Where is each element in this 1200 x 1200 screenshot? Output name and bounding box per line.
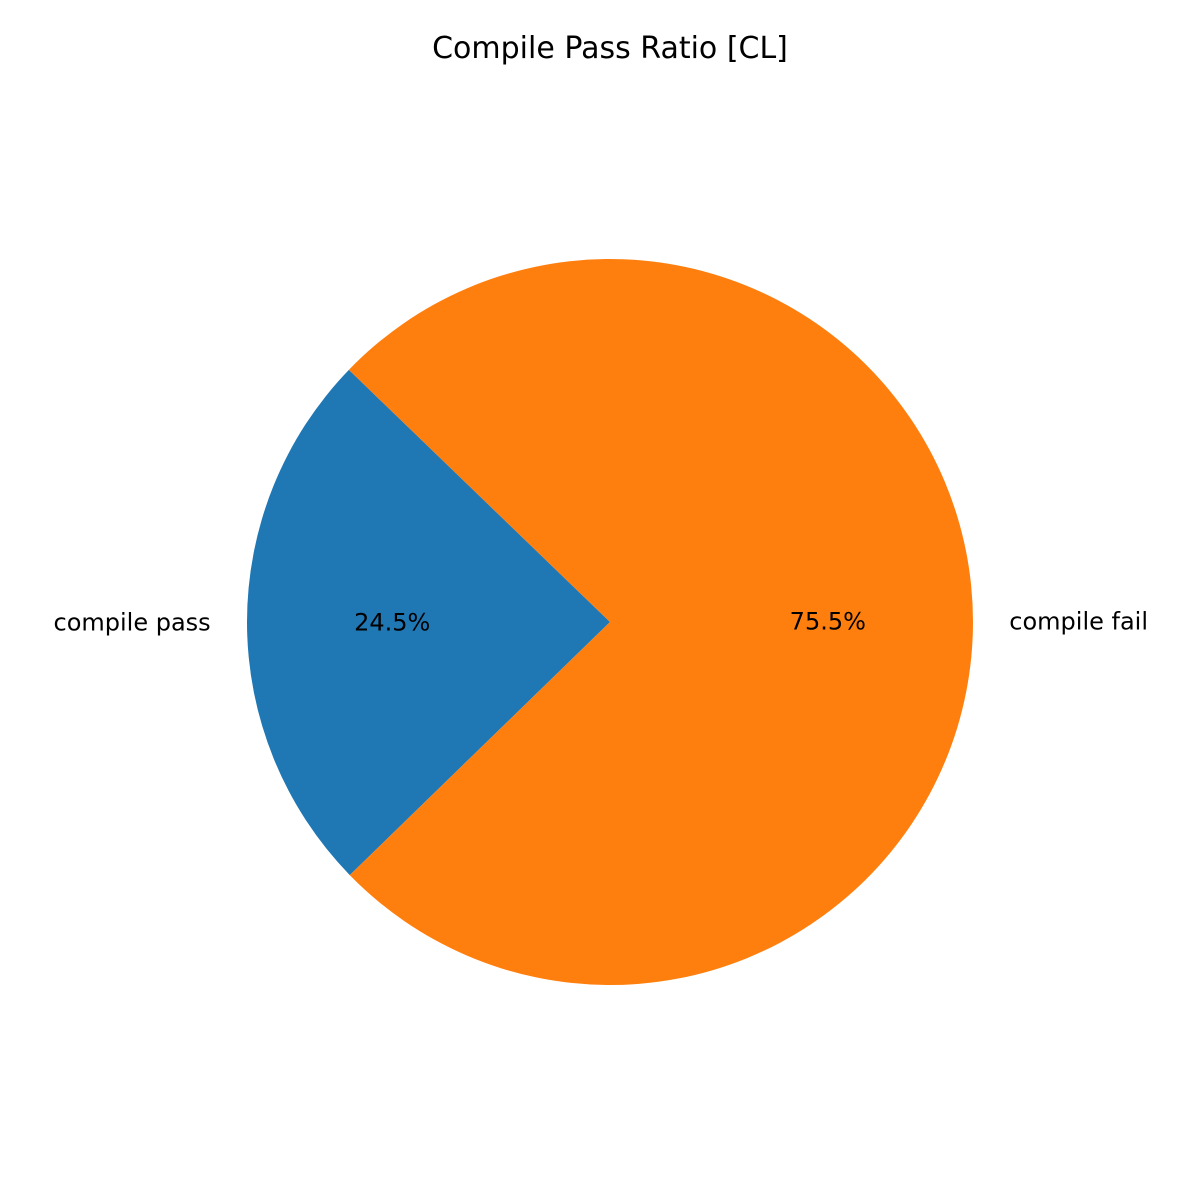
pie-labels: compile pass 24.5% compile fail 75.5% <box>54 607 1148 636</box>
pie-slice-compile-fail <box>348 259 973 986</box>
slice-percentage-label: 24.5% <box>354 608 430 636</box>
slice-percentage-label: 75.5% <box>790 608 866 636</box>
pie-slice-compile-pass <box>247 369 610 876</box>
slice-label: compile pass <box>54 609 211 637</box>
slice-label: compile fail <box>1009 607 1148 635</box>
chart-title: Compile Pass Ratio [CL] <box>432 31 788 66</box>
pie-slices <box>247 259 973 986</box>
